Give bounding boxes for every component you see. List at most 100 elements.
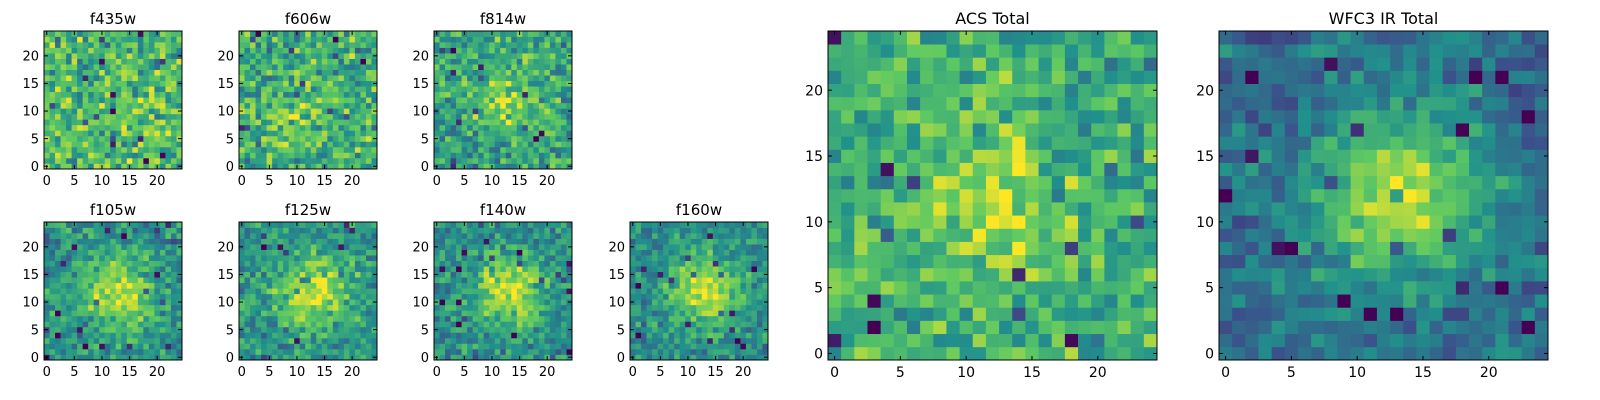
heatmap-cell (299, 321, 306, 328)
heatmap-cell (104, 321, 111, 328)
heatmap-cell (104, 75, 111, 82)
heatmap-cell (1051, 162, 1066, 177)
heatmap-cell (450, 244, 457, 250)
heatmap-cell (159, 146, 166, 153)
heatmap-cell (920, 333, 934, 348)
heatmap-cell (1104, 281, 1118, 295)
heatmap-cell (110, 271, 117, 278)
heatmap-cell (450, 86, 457, 93)
heatmap-cell (255, 69, 262, 76)
heatmap-cell (244, 288, 251, 295)
heatmap-cell (88, 64, 95, 70)
heatmap-cell (985, 254, 1000, 269)
heatmap-cell (266, 321, 273, 328)
heatmap-cell (277, 277, 284, 284)
heatmap-cell (354, 310, 361, 317)
heatmap-cell (115, 58, 122, 65)
heatmap-cell (696, 293, 703, 300)
heatmap-cell (121, 282, 128, 289)
heatmap-cell (299, 293, 306, 300)
heatmap-cell (1012, 333, 1026, 348)
heatmap-cell (77, 119, 83, 126)
heatmap-cell (527, 238, 534, 245)
heatmap-cell (450, 343, 457, 350)
heatmap-cell (505, 288, 512, 295)
heatmap-cell (110, 326, 117, 333)
heatmap-cell (445, 304, 451, 311)
heatmap-cell (522, 354, 529, 361)
heatmap-cell (555, 69, 562, 76)
heatmap-cell (483, 271, 490, 278)
heatmap-cell (104, 80, 111, 87)
heatmap-cell (505, 337, 512, 344)
heatmap-cell (467, 304, 473, 311)
heatmap-cell (294, 146, 301, 153)
heatmap-cell (674, 227, 681, 234)
heatmap-cell (126, 102, 133, 109)
heatmap-cell (500, 326, 507, 333)
heatmap-cell (756, 326, 763, 333)
heatmap-cell (723, 304, 730, 311)
heatmap-cell (71, 271, 78, 278)
heatmap-cell (132, 288, 139, 295)
heatmap-cell (154, 64, 161, 70)
heatmap-cell (354, 31, 361, 37)
heatmap-cell (690, 282, 697, 289)
heatmap-cell (266, 343, 273, 350)
heatmap-cell (641, 337, 647, 344)
heatmap-cell (538, 64, 545, 70)
heatmap-cell (66, 321, 72, 328)
heatmap-cell (854, 202, 868, 216)
heatmap-cell (327, 348, 334, 355)
heatmap-cell (538, 141, 545, 148)
heatmap-cell (154, 321, 161, 328)
heatmap-cell (511, 80, 518, 87)
heatmap-cell (1091, 281, 1105, 295)
heatmap-cell (718, 348, 725, 355)
heatmap-cell (126, 152, 133, 159)
heatmap-cell (472, 157, 479, 164)
heatmap-cell (272, 80, 278, 87)
heatmap-cell (439, 69, 446, 76)
heatmap-cell (461, 124, 468, 131)
heatmap-cell (305, 102, 312, 109)
heatmap-cell (266, 348, 273, 355)
heatmap-cell (244, 47, 251, 54)
heatmap-cell (522, 146, 529, 153)
heatmap-cell (360, 249, 367, 256)
heatmap-cell (560, 64, 567, 70)
heatmap-cell (266, 53, 273, 59)
heatmap-cell (316, 227, 323, 234)
heatmap-cell (701, 238, 708, 245)
heatmap-cell (332, 282, 339, 289)
heatmap-cell (77, 152, 83, 159)
heatmap-cell (148, 249, 155, 256)
heatmap-cell (740, 337, 747, 344)
heatmap-cell (494, 113, 501, 120)
heatmap-cell (250, 42, 256, 48)
heatmap-cell (77, 277, 83, 284)
heatmap-cell (522, 91, 529, 98)
heatmap-cell (159, 266, 166, 273)
heatmap-cell (544, 321, 551, 328)
heatmap-cell (244, 124, 251, 131)
heatmap-cell (729, 321, 736, 328)
heatmap-cell (434, 119, 440, 126)
heatmap-cell (55, 124, 61, 131)
heatmap-cell (999, 241, 1013, 256)
heatmap-cell (701, 332, 708, 339)
heatmap-cell (635, 299, 642, 306)
heatmap-cell (489, 146, 496, 153)
heatmap-cell (707, 326, 714, 333)
heatmap-cell (110, 53, 117, 59)
heatmap-cell (439, 315, 446, 322)
heatmap-cell (170, 31, 177, 37)
heatmap-cell (461, 113, 468, 120)
heatmap-cell (266, 238, 273, 245)
heatmap-cell (560, 299, 567, 306)
heatmap-cell (110, 348, 117, 355)
heatmap-cell (511, 124, 518, 131)
heatmap-cell (354, 299, 361, 306)
heatmap-cell (854, 188, 868, 203)
heatmap-cell (483, 64, 490, 70)
